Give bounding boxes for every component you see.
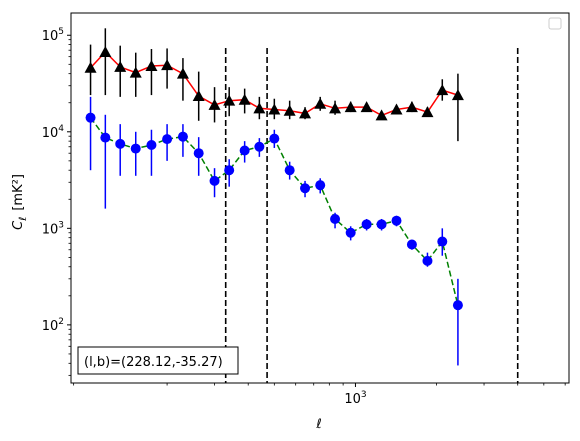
point-0-7 — [192, 89, 205, 101]
point-0-1 — [99, 46, 112, 58]
point-1-20 — [391, 215, 402, 226]
point-0-5 — [161, 59, 174, 71]
point-0-24 — [451, 89, 464, 101]
point-1-0 — [85, 112, 96, 123]
y-axis-label-main: C — [11, 220, 26, 230]
point-0-11 — [253, 102, 266, 114]
point-1-6 — [177, 131, 188, 142]
point-0-18 — [360, 101, 373, 113]
y-axis-label: Cℓ [mK²] — [11, 174, 29, 230]
point-0-6 — [176, 67, 189, 79]
x-axis-label: ℓ — [315, 417, 321, 432]
point-1-14 — [300, 183, 311, 194]
point-0-22 — [421, 106, 434, 118]
point-0-2 — [114, 60, 127, 72]
y-axis-label-sub: ℓ — [18, 217, 29, 221]
y-tick-label-1: 103 — [42, 220, 64, 237]
point-1-1 — [100, 132, 111, 143]
point-1-13 — [284, 165, 295, 176]
point-1-22 — [422, 255, 433, 266]
point-1-17 — [345, 227, 356, 238]
point-0-16 — [329, 102, 342, 114]
y-axis-label-unit: [mK²] — [11, 174, 26, 211]
point-0-12 — [268, 103, 281, 115]
series-1 — [85, 96, 463, 366]
point-0-17 — [344, 101, 357, 113]
point-0-9 — [223, 94, 236, 106]
point-1-21 — [406, 239, 417, 250]
x-tick-label-0: 103 — [344, 390, 366, 407]
point-1-24 — [452, 300, 463, 311]
point-0-19 — [375, 109, 388, 121]
point-0-21 — [405, 101, 418, 113]
point-0-8 — [208, 98, 221, 110]
point-0-0 — [84, 61, 97, 73]
point-1-9 — [224, 165, 235, 176]
point-0-20 — [390, 103, 403, 115]
point-0-3 — [129, 66, 142, 78]
y-tick-label-2: 104 — [42, 124, 65, 141]
point-1-8 — [209, 175, 220, 186]
point-0-10 — [238, 93, 251, 105]
point-1-16 — [330, 213, 341, 224]
point-1-2 — [115, 138, 126, 149]
point-1-3 — [130, 143, 141, 154]
series-1-markers — [85, 112, 463, 311]
data-series — [84, 28, 464, 366]
point-1-5 — [162, 134, 173, 145]
point-1-10 — [239, 145, 250, 156]
legend-box — [548, 17, 562, 30]
point-1-11 — [254, 141, 265, 152]
series-0 — [84, 28, 464, 142]
point-1-7 — [193, 148, 204, 159]
series-0-markers — [84, 46, 464, 121]
point-0-23 — [436, 84, 449, 96]
point-1-23 — [437, 236, 448, 247]
y-tick-label-0: 102 — [42, 317, 64, 334]
point-1-15 — [315, 180, 326, 191]
plot-frame — [70, 12, 570, 384]
point-0-15 — [314, 97, 327, 109]
coordinates-annotation: (l,b)=(228.12,-35.27) — [84, 355, 223, 370]
point-1-12 — [269, 133, 280, 144]
point-1-19 — [376, 219, 387, 230]
y-tick-label-3: 105 — [42, 27, 64, 44]
coordinates-annotation-box — [77, 346, 239, 375]
axis-ticks: 102 103 104 105 103 — [42, 27, 566, 407]
point-0-4 — [145, 60, 158, 72]
point-1-4 — [146, 139, 157, 150]
point-0-13 — [283, 104, 296, 116]
point-0-14 — [299, 107, 312, 119]
point-1-18 — [361, 219, 372, 230]
